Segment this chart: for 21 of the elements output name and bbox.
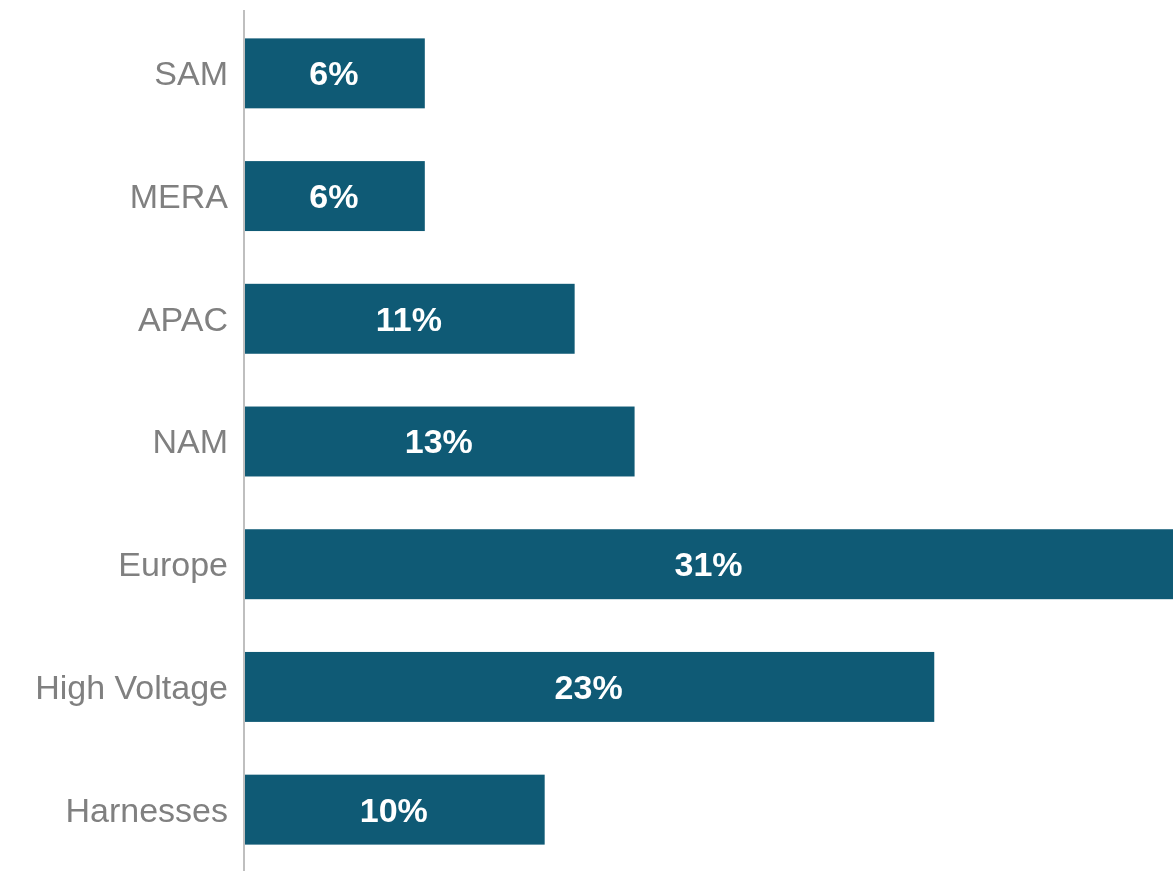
data-label: 6% (309, 176, 359, 215)
y-tick-label: APAC (137, 299, 228, 338)
y-tick-label: SAM (154, 54, 228, 93)
data-label: 31% (674, 545, 743, 584)
data-label: 11% (375, 299, 442, 338)
y-tick-label: Harnesses (65, 790, 228, 829)
y-tick-label: High Voltage (35, 667, 228, 706)
bar (245, 774, 545, 845)
y-tick-label: Europe (118, 545, 228, 584)
data-label: 13% (404, 422, 473, 461)
data-label: 10% (359, 790, 428, 829)
bar (245, 283, 575, 354)
y-tick-label: MERA (129, 176, 229, 215)
bar (245, 529, 1173, 600)
y-tick-label: NAM (152, 422, 228, 461)
bar (245, 38, 425, 109)
bar (245, 161, 425, 232)
bar (245, 651, 935, 722)
data-label: 23% (554, 667, 623, 706)
bar (245, 406, 635, 477)
data-label: 6% (309, 54, 359, 93)
